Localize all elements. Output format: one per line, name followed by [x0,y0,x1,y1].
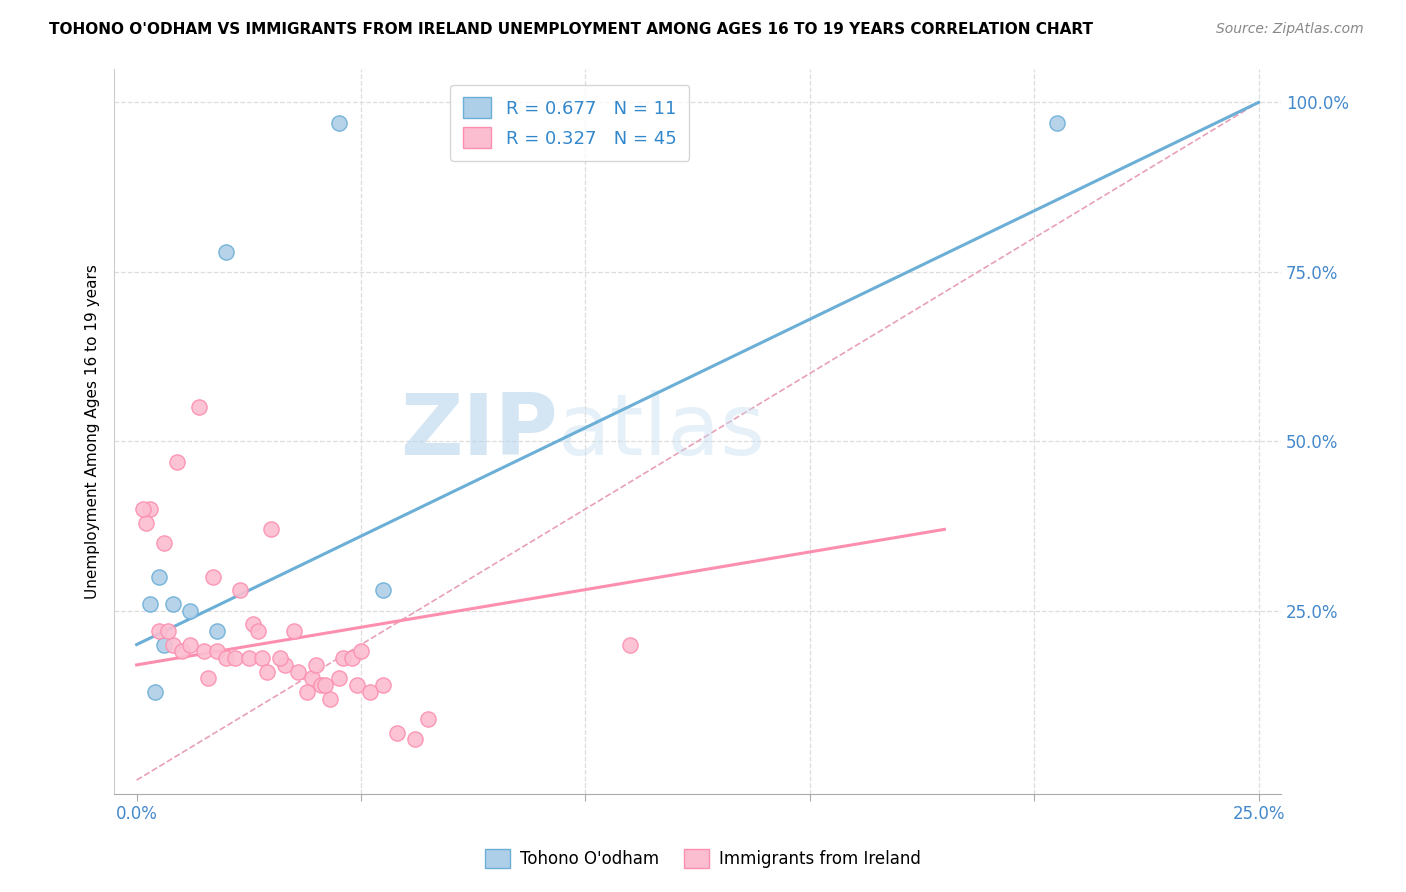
Point [179,604,201,618]
Point [373,583,395,598]
Point [274,657,297,672]
Point [318,691,340,706]
Point [152,536,174,550]
Text: Source: ZipAtlas.com: Source: ZipAtlas.com [1216,22,1364,37]
Point [619,638,641,652]
Point [139,597,162,611]
Point [328,116,350,130]
Point [314,678,336,692]
Point [242,617,264,632]
Point [152,638,174,652]
Point [260,522,283,536]
Point [301,672,323,686]
Text: atlas: atlas [558,390,765,473]
Point [287,665,309,679]
Point [328,672,350,686]
Point [269,651,291,665]
Point [359,685,381,699]
Legend: R = 0.677   N = 11, R = 0.327   N = 45: R = 0.677 N = 11, R = 0.327 N = 45 [450,85,689,161]
Text: TOHONO O'ODHAM VS IMMIGRANTS FROM IRELAND UNEMPLOYMENT AMONG AGES 16 TO 19 YEARS: TOHONO O'ODHAM VS IMMIGRANTS FROM IRELAN… [49,22,1094,37]
Point [197,672,219,686]
Point [229,583,252,598]
Point [148,624,170,638]
Point [170,644,193,658]
Point [252,651,274,665]
Point [246,624,269,638]
Point [162,597,184,611]
Point [295,685,318,699]
Point [179,638,201,652]
Point [201,570,224,584]
Point [340,651,363,665]
Point [148,570,170,584]
Point [207,644,229,658]
Point [283,624,305,638]
Point [188,401,211,415]
Point [332,651,354,665]
Point [139,502,162,516]
Y-axis label: Unemployment Among Ages 16 to 19 years: Unemployment Among Ages 16 to 19 years [86,264,100,599]
Point [157,624,180,638]
Point [350,644,373,658]
Point [135,516,157,530]
Point [162,638,184,652]
Point [305,657,328,672]
Point [309,678,332,692]
Legend: Tohono O'odham, Immigrants from Ireland: Tohono O'odham, Immigrants from Ireland [478,842,928,875]
Point [256,665,278,679]
Point [143,685,166,699]
Point [166,454,188,468]
Point [404,732,426,747]
Point [346,678,368,692]
Point [373,678,395,692]
Point [207,624,229,638]
Text: ZIP: ZIP [399,390,558,473]
Point [215,244,238,259]
Point [132,502,155,516]
Point [193,644,215,658]
Point [1045,116,1067,130]
Point [385,725,408,739]
Point [418,712,440,726]
Point [215,651,238,665]
Point [224,651,246,665]
Point [238,651,260,665]
